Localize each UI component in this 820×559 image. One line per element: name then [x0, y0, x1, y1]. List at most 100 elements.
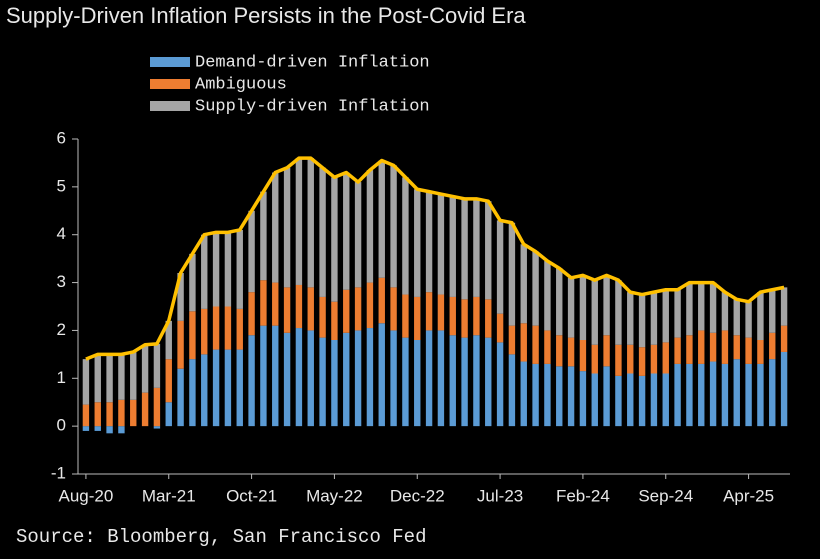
bar-segment: [579, 371, 587, 427]
bar-segment: [615, 344, 622, 376]
source-note: Source: Bloomberg, San Francisco Fed: [16, 526, 426, 548]
bar-segment: [449, 196, 456, 297]
bar-segment: [224, 349, 232, 427]
bar-segment: [283, 167, 291, 288]
bar-segment: [402, 177, 409, 295]
bar-segment: [709, 332, 717, 362]
bar-segment: [201, 234, 208, 309]
bar-segment: [390, 165, 397, 288]
bar-segment: [236, 308, 243, 350]
bar-segment: [650, 292, 658, 345]
bar-segment: [627, 373, 634, 427]
bar-segment: [485, 299, 492, 338]
y-tick-label: 4: [57, 224, 66, 243]
bar-segment: [603, 366, 610, 427]
legend-label: Demand-driven Inflation: [195, 53, 430, 72]
x-tick-label: May-22: [306, 486, 363, 505]
bar-segment: [343, 172, 350, 290]
bar-segment: [532, 251, 539, 326]
bar-segment: [331, 301, 338, 340]
bar-segment: [130, 399, 137, 427]
bar-segment: [544, 363, 551, 427]
bar-segment: [780, 287, 788, 326]
bar-segment: [461, 337, 468, 427]
bar-segment: [307, 158, 314, 288]
x-tick-label: Jul-23: [477, 486, 523, 505]
bar-segment: [662, 289, 669, 343]
y-tick-label: 0: [57, 416, 66, 435]
bar-segment: [733, 299, 740, 336]
bar-segment: [638, 347, 646, 376]
bar-segment: [201, 308, 208, 355]
bar-segment: [189, 359, 196, 427]
bar-segment: [425, 191, 433, 293]
x-tick-label: Oct-21: [226, 486, 277, 505]
bar-segment: [378, 277, 385, 324]
bar-segment: [544, 330, 551, 364]
legend-label: Supply-driven Inflation: [195, 97, 430, 116]
bar-segment: [248, 210, 255, 293]
bar-segment: [189, 253, 196, 312]
bar-segment: [627, 292, 634, 345]
bar-segment: [343, 289, 350, 333]
bar-segment: [603, 275, 610, 336]
bar-segment: [331, 340, 338, 427]
bar-segment: [94, 426, 101, 431]
bar-segment: [757, 340, 764, 364]
bar-segment: [272, 172, 279, 283]
bar-segment: [390, 287, 397, 331]
bar-segment: [757, 363, 764, 427]
bar-segment: [567, 337, 575, 367]
bar-segment: [425, 292, 433, 331]
bar-segment: [638, 375, 646, 427]
bar-segment: [532, 325, 539, 364]
bar-segment: [236, 349, 243, 427]
bar-segment: [260, 325, 267, 427]
bar-segment: [437, 330, 445, 427]
bar-segment: [354, 182, 362, 288]
bar-segment: [307, 287, 314, 331]
bar-segment: [272, 325, 279, 427]
y-tick-label: -1: [51, 463, 66, 482]
bar-segment: [141, 344, 149, 393]
bar-segment: [106, 426, 113, 434]
bar-segment: [567, 277, 575, 338]
y-tick-label: 3: [57, 272, 66, 291]
bar-segment: [603, 335, 610, 367]
total-line: [85, 156, 785, 361]
bar-segment: [757, 292, 764, 340]
bar-segment: [769, 289, 776, 333]
bar-segment: [118, 426, 125, 434]
bar-segment: [307, 330, 314, 427]
bar-segment: [260, 280, 267, 326]
chart-title: Supply-Driven Inflation Persists in the …: [6, 3, 526, 28]
bar-segment: [106, 402, 113, 427]
x-tick-label: Feb-24: [556, 486, 610, 505]
bar-segment: [319, 167, 326, 297]
bar-segment: [579, 275, 587, 340]
bar-segment: [508, 325, 516, 355]
bar-segment: [733, 359, 740, 427]
bar-segment: [319, 296, 326, 338]
bar-segment: [473, 296, 480, 336]
bar-segment: [496, 220, 504, 314]
bar-segment: [153, 343, 161, 388]
bar-segment: [615, 375, 622, 427]
bar-segment: [567, 366, 575, 427]
bar-segment: [402, 294, 409, 338]
bar-segment: [473, 198, 480, 297]
bar-segment: [414, 340, 421, 427]
bar-segment: [579, 340, 587, 372]
bar-segment: [366, 170, 374, 283]
bar-segment: [686, 335, 693, 364]
bar-segment: [177, 273, 184, 321]
bar-segment: [674, 289, 681, 338]
bar-segment: [212, 349, 220, 427]
bar-segment: [709, 361, 717, 427]
legend-label: Ambiguous: [195, 75, 287, 94]
y-tick-label: 1: [57, 368, 66, 387]
bar-segment: [331, 177, 338, 302]
bar-segment: [709, 282, 717, 333]
bar-segment: [94, 402, 101, 427]
